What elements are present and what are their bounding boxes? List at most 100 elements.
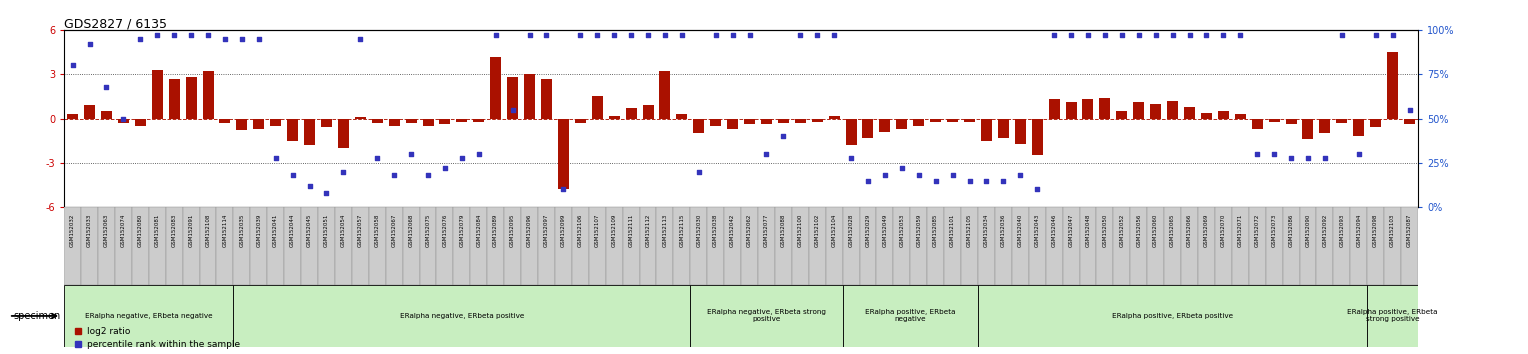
Bar [707,207,724,285]
Bar [217,207,234,285]
Bar [775,207,792,285]
Bar [825,207,842,285]
Point [1313,155,1337,160]
Bar [657,207,674,285]
Point [552,187,576,192]
Text: GSM152112: GSM152112 [645,213,651,247]
Bar [944,207,961,285]
Bar [862,119,874,138]
Point [1042,33,1067,38]
Text: GSM152092: GSM152092 [1322,213,1328,247]
Bar [420,207,437,285]
Text: GSM152052: GSM152052 [1120,213,1125,247]
Bar [1012,207,1028,285]
Legend: log2 ratio, percentile rank within the sample: log2 ratio, percentile rank within the s… [69,323,243,353]
Point [145,33,170,38]
Point [1025,187,1050,192]
Point [348,36,373,42]
Text: GSM152089: GSM152089 [494,213,498,247]
Text: GSM152038: GSM152038 [714,213,718,247]
Point [416,172,440,178]
Text: GSM152085: GSM152085 [934,213,938,247]
Point [1329,33,1354,38]
Point [78,41,102,47]
Point [856,178,880,183]
Text: GSM152040: GSM152040 [1018,213,1022,247]
Point [1076,33,1100,38]
Bar [1317,207,1334,285]
Bar [287,119,298,141]
Bar [1151,104,1161,119]
Bar [1080,207,1097,285]
Point [669,33,694,38]
Point [940,172,964,178]
Bar [744,119,755,125]
Bar [605,207,622,285]
Bar [608,116,620,119]
Text: GSM152036: GSM152036 [1001,213,1005,247]
Bar [778,119,788,123]
Bar [880,119,891,132]
Bar [234,285,691,347]
Point [518,33,542,38]
Point [449,155,474,160]
Bar [1371,119,1381,127]
Point [112,116,136,121]
Point [466,151,490,157]
Text: GSM152053: GSM152053 [900,213,905,247]
Bar [351,207,368,285]
Bar [183,207,200,285]
Text: GSM152091: GSM152091 [188,213,194,247]
Bar [1248,207,1265,285]
Text: GSM152042: GSM152042 [730,213,735,247]
Text: GSM152062: GSM152062 [747,213,752,247]
Text: ERalpha negative, ERbeta strong
positive: ERalpha negative, ERbeta strong positive [707,309,827,322]
Bar [978,285,1368,347]
Text: GSM152086: GSM152086 [1288,213,1294,247]
Bar [538,207,555,285]
Bar [1232,207,1248,285]
Text: ERalpha negative, ERbeta negative: ERalpha negative, ERbeta negative [86,313,212,319]
Bar [877,207,894,285]
Bar [1167,101,1178,119]
Point [365,155,390,160]
Text: GSM152071: GSM152071 [1238,213,1242,247]
Text: GSM152102: GSM152102 [814,213,819,247]
Bar [423,119,434,126]
Bar [1065,102,1077,119]
Text: GSM152114: GSM152114 [223,213,228,247]
Bar [558,119,568,189]
Point [1109,33,1134,38]
Text: GSM152043: GSM152043 [1034,213,1039,247]
Bar [808,207,825,285]
Point [399,151,423,157]
Text: GSM152029: GSM152029 [865,213,871,247]
Bar [811,119,822,121]
Point [568,33,593,38]
Text: GSM152041: GSM152041 [274,213,278,247]
Text: GSM152072: GSM152072 [1254,213,1259,247]
Bar [115,207,131,285]
Bar [304,119,315,145]
Point [822,33,847,38]
Text: ERalpha positive, ERbeta positive: ERalpha positive, ERbeta positive [1112,313,1233,319]
Bar [185,77,197,119]
Text: GSM152049: GSM152049 [883,213,888,247]
Point [212,36,237,42]
Bar [220,119,231,123]
Text: specimen: specimen [14,311,61,321]
Point [1346,151,1371,157]
Text: GSM152100: GSM152100 [798,213,802,247]
Point [332,169,356,175]
Point [281,172,306,178]
Bar [371,119,382,123]
Bar [1265,207,1282,285]
Point [61,63,86,68]
Bar [1082,99,1094,119]
Text: GSM152101: GSM152101 [950,213,955,247]
Bar [148,207,165,285]
Bar [588,207,605,285]
Bar [691,207,707,285]
Bar [200,207,217,285]
Text: ERalpha positive, ERbeta
strong positive: ERalpha positive, ERbeta strong positive [1348,309,1438,322]
